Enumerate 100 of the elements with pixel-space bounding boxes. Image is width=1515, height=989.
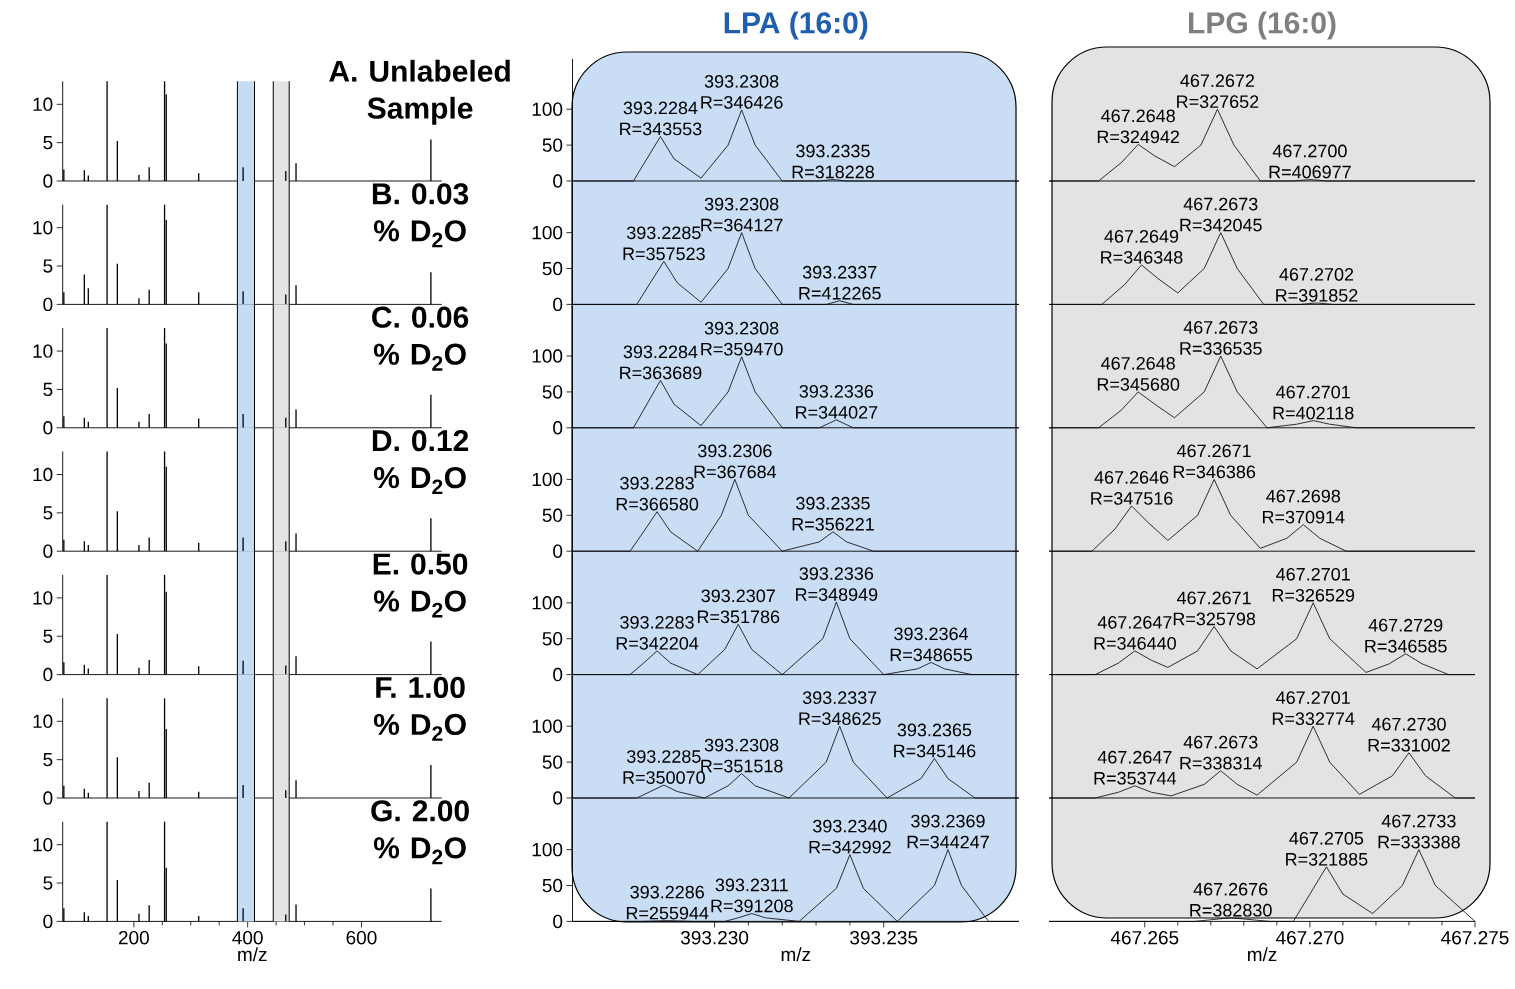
y-tick-label: 0 bbox=[43, 914, 53, 929]
y-tick-label: 100 bbox=[532, 719, 563, 733]
annotation: 467.2647 R=353744 bbox=[1094, 750, 1177, 785]
annotation: 393.2364 R=348655 bbox=[890, 627, 973, 662]
annotation: 393.2306 R=367684 bbox=[694, 444, 777, 479]
annotation: 467.2701 R=326529 bbox=[1272, 567, 1355, 602]
annotation: 393.2284 R=363689 bbox=[620, 345, 702, 380]
y-tick-label: 50 bbox=[542, 631, 563, 646]
annotation: 393.2335 R=356221 bbox=[792, 496, 874, 531]
annotation: 393.2337 R=348625 bbox=[799, 691, 881, 726]
y-tick-label: 0 bbox=[43, 174, 53, 188]
annotation: 467.2705 R=321885 bbox=[1286, 831, 1368, 866]
annotation: 467.2648 R=345680 bbox=[1097, 356, 1180, 391]
y-tick-label: 5 bbox=[43, 136, 53, 150]
y-tick-label: 0 bbox=[43, 421, 53, 435]
x-axis-title: m/z bbox=[1247, 947, 1277, 962]
y-tick-label: 50 bbox=[542, 385, 563, 399]
y-tick-label: 0 bbox=[43, 667, 53, 682]
y-tick-label: 10 bbox=[33, 220, 53, 235]
annotation: 393.2336 R=344027 bbox=[796, 384, 878, 419]
y-tick-label: 0 bbox=[553, 421, 563, 435]
y-tick-label: 5 bbox=[43, 753, 53, 767]
annotation: 467.2701 R=402118 bbox=[1273, 385, 1354, 420]
annotation: 393.2307 R=351786 bbox=[697, 589, 780, 624]
y-tick-label: 0 bbox=[553, 791, 563, 805]
chart-title: LPG (16:0) bbox=[1189, 11, 1336, 40]
annotation: 393.2283 R=342204 bbox=[616, 615, 699, 650]
annotation: 393.2369 R=344247 bbox=[907, 814, 989, 849]
y-tick-label: 50 bbox=[542, 878, 563, 893]
y-tick-label: 5 bbox=[43, 629, 53, 643]
y-tick-label: 10 bbox=[33, 714, 53, 729]
annotation: 467.2673 R=342045 bbox=[1180, 197, 1262, 232]
y-tick-label: 100 bbox=[532, 472, 563, 487]
annotation: 467.2646 R=347516 bbox=[1091, 471, 1173, 505]
annotation: 393.2335 R=318228 bbox=[792, 144, 874, 179]
annotation: 467.2698 R=370914 bbox=[1262, 489, 1345, 524]
annotation: 467.2673 R=338314 bbox=[1180, 735, 1262, 770]
y-tick-label: 0 bbox=[43, 297, 53, 312]
annotation: 467.2648 R=324942 bbox=[1097, 109, 1180, 144]
x-tick-label: 200 bbox=[118, 930, 149, 945]
y-tick-label: 0 bbox=[553, 297, 563, 312]
y-tick-label: 5 bbox=[43, 506, 53, 520]
y-tick-label: 100 bbox=[532, 842, 563, 857]
x-axis-title: m/z bbox=[238, 947, 267, 962]
annotation: 467.2733 R=333388 bbox=[1378, 814, 1460, 849]
y-tick-label: 10 bbox=[33, 467, 53, 482]
y-tick-label: 5 bbox=[43, 876, 53, 890]
y-tick-label: 50 bbox=[542, 508, 563, 523]
annotation: 467.2672 R=327652 bbox=[1177, 74, 1259, 109]
x-tick-label: 393.230 bbox=[680, 930, 749, 945]
chart-title: A. Unlabeled Sample bbox=[329, 59, 510, 125]
annotation: 393.2365 R=345146 bbox=[894, 723, 976, 758]
chart-title: LPA (16:0) bbox=[724, 11, 868, 40]
x-tick-label: 467.265 bbox=[1110, 930, 1179, 945]
annotation: 467.2701 R=332774 bbox=[1272, 691, 1355, 726]
y-tick-label: 100 bbox=[532, 102, 563, 116]
y-tick-label: 50 bbox=[542, 261, 563, 276]
annotation: 393.2340 R=342992 bbox=[809, 819, 891, 854]
x-tick-label: 393.235 bbox=[850, 930, 918, 945]
annotation: 393.2337 R=412265 bbox=[799, 265, 881, 300]
y-tick-label: 100 bbox=[532, 349, 563, 363]
y-tick-label: 50 bbox=[542, 138, 563, 152]
chart-title: D. 0.12 % D$_{2}$O bbox=[372, 430, 469, 495]
x-tick-label: 400 bbox=[232, 930, 263, 945]
y-tick-label: 100 bbox=[532, 596, 563, 610]
x-tick-label: 467.270 bbox=[1276, 930, 1344, 945]
annotation: 393.2311 R=391208 bbox=[711, 878, 793, 913]
annotation: 467.2730 R=331002 bbox=[1368, 717, 1450, 752]
x-tick-label: 600 bbox=[346, 930, 377, 945]
chart-title: C. 0.06 % D$_{2}$O bbox=[372, 306, 469, 371]
y-tick-label: 10 bbox=[33, 344, 53, 358]
y-tick-label: 10 bbox=[33, 591, 53, 605]
y-tick-label: 50 bbox=[542, 755, 563, 769]
y-tick-label: 0 bbox=[553, 914, 563, 929]
annotation: 467.2700 R=406977 bbox=[1269, 144, 1351, 179]
y-tick-label: 5 bbox=[43, 382, 53, 397]
annotation: 393.2284 R=343553 bbox=[620, 101, 702, 136]
annotation: 393.2308 R=346426 bbox=[701, 74, 783, 109]
y-tick-label: 0 bbox=[553, 544, 563, 558]
y-tick-label: 100 bbox=[532, 225, 563, 240]
y-tick-label: 0 bbox=[43, 791, 53, 805]
y-tick-label: 5 bbox=[43, 259, 53, 273]
y-tick-label: 10 bbox=[33, 97, 53, 112]
annotation: 467.2676 R=382830 bbox=[1190, 882, 1272, 917]
annotation: 467.2671 R=346386 bbox=[1173, 444, 1256, 479]
y-tick-label: 0 bbox=[553, 667, 563, 682]
y-tick-label: 0 bbox=[553, 174, 563, 188]
annotation: 467.2702 R=391852 bbox=[1276, 268, 1358, 302]
annotation: 393.2286 R=255944 bbox=[626, 885, 709, 920]
chart-title: E. 0.50 % D$_{2}$O bbox=[373, 553, 468, 618]
annotation: 467.2671 R=325798 bbox=[1173, 591, 1256, 626]
chart-title: B. 0.03 % D$_{2}$O bbox=[372, 183, 469, 248]
annotation: 467.2673 R=336535 bbox=[1180, 321, 1262, 355]
x-axis-title: m/z bbox=[781, 947, 811, 962]
x-tick-label: 467.275 bbox=[1441, 930, 1509, 945]
annotation: 393.2308 R=359470 bbox=[701, 321, 783, 356]
annotation: 393.2336 R=348949 bbox=[796, 567, 878, 601]
y-tick-label: 10 bbox=[33, 837, 53, 852]
annotation: 467.2729 R=346585 bbox=[1365, 618, 1447, 653]
chart-title: G. 2.00 % D$_{2}$O bbox=[371, 800, 469, 865]
